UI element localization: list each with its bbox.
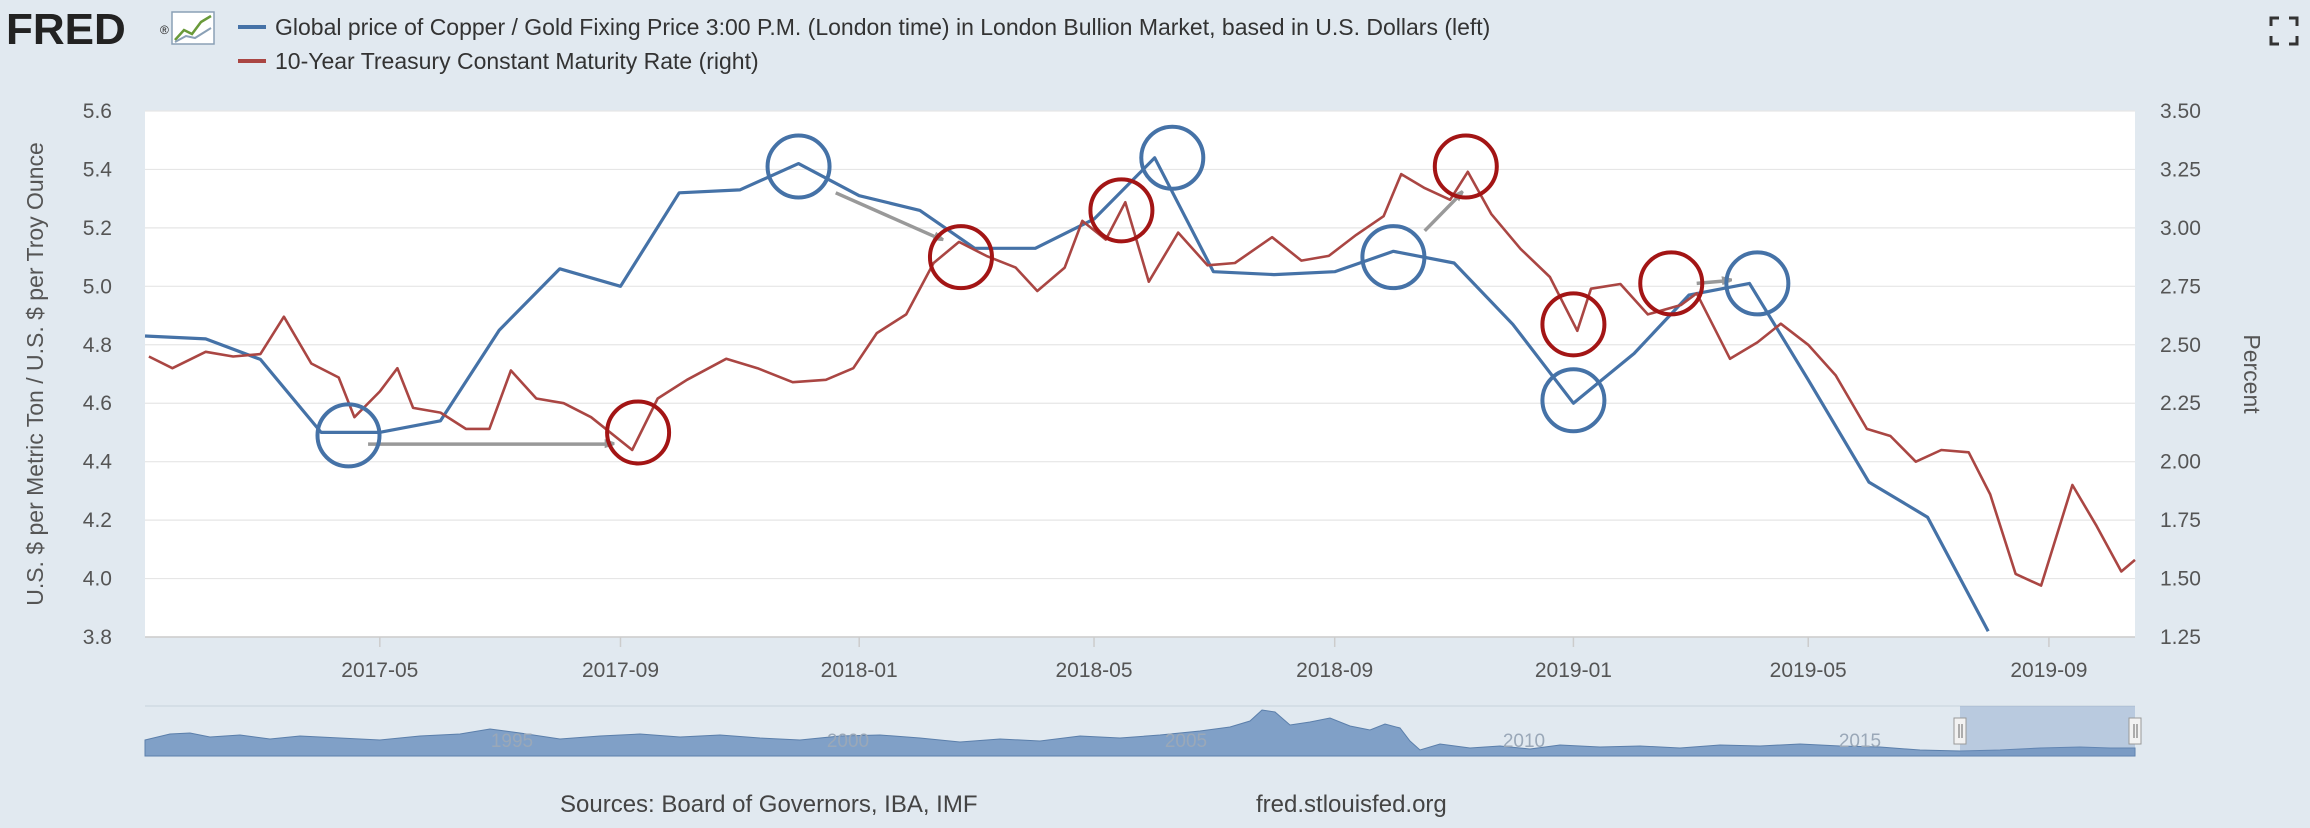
x-tick-label: 2017-09 xyxy=(582,659,659,682)
x-tick-label: 2018-05 xyxy=(1055,659,1132,682)
annotation-circle-red xyxy=(605,399,672,466)
annotation-circle-blue xyxy=(1540,367,1607,434)
series-layer xyxy=(144,156,2136,632)
x-ticks: 2017-05 2017-09 2018-01 2018-05 2018-09 2019-… xyxy=(145,636,2135,682)
expand-icon[interactable] xyxy=(2269,16,2299,46)
logo-text: FRED xyxy=(6,5,126,54)
navigator-year-label: 2000 xyxy=(827,731,869,752)
y-right-tick-label: 3.50 xyxy=(2160,100,2201,123)
annotation-circle-red xyxy=(927,224,994,291)
annotation-circle-red xyxy=(1088,177,1155,244)
annotation-circle-blue xyxy=(315,402,382,469)
y-left-tick-label: 4.8 xyxy=(83,334,112,357)
legend-item-treasury[interactable]: 10-Year Treasury Constant Maturity Rate … xyxy=(238,48,759,74)
legend: Global price of Copper / Gold Fixing Pri… xyxy=(238,14,1490,74)
navigator-handle-left[interactable] xyxy=(1953,717,1967,745)
trend-icon xyxy=(171,11,215,45)
annotation-layer xyxy=(315,124,1791,469)
y-left-tick-label: 4.6 xyxy=(83,392,112,415)
x-tick-label: 2017-05 xyxy=(341,659,418,682)
y-left-tick-label: 5.6 xyxy=(83,100,112,123)
y-left-ticks: 3.8 4.0 4.2 4.4 4.6 4.8 5.0 5.2 5.4 5.6 xyxy=(83,100,113,649)
series-line-treasury[interactable] xyxy=(148,170,2136,587)
x-tick-label: 2019-09 xyxy=(2010,659,2087,682)
y-left-axis-title: U.S. $ per Metric Ton / U.S. $ per Troy … xyxy=(22,142,48,606)
x-tick-label: 2018-01 xyxy=(821,659,898,682)
annotation-circle-blue xyxy=(1724,250,1791,317)
footer-sources: Sources: Board of Governors, IBA, IMF xyxy=(560,791,978,818)
y-left-tick-label: 5.2 xyxy=(83,217,112,240)
annotation-circle-blue xyxy=(1139,124,1206,191)
y-left-tick-label: 4.2 xyxy=(83,509,112,532)
y-left-tick-label: 5.4 xyxy=(83,158,113,181)
legend-label-copper-gold: Global price of Copper / Gold Fixing Pri… xyxy=(275,14,1490,40)
annotation-circle-blue xyxy=(1360,224,1427,291)
y-left-tick-label: 5.0 xyxy=(83,275,112,298)
y-right-tick-label: 2.75 xyxy=(2160,275,2201,298)
annotation-circle-blue xyxy=(765,133,832,200)
grid-lines xyxy=(145,110,2135,638)
legend-item-copper-gold[interactable]: Global price of Copper / Gold Fixing Pri… xyxy=(238,14,1490,40)
legend-label-treasury: 10-Year Treasury Constant Maturity Rate … xyxy=(275,48,759,74)
y-right-tick-label: 1.25 xyxy=(2160,626,2201,649)
fred-logo[interactable]: FRED ® xyxy=(6,5,215,54)
navigator-selection[interactable] xyxy=(1960,706,2135,756)
x-tick-label: 2019-01 xyxy=(1535,659,1612,682)
y-right-tick-label: 2.00 xyxy=(2160,451,2201,474)
navigator-year-label: 2015 xyxy=(1839,731,1881,752)
footer-site-link[interactable]: fred.stlouisfed.org xyxy=(1256,791,1447,818)
plot-background xyxy=(145,111,2135,637)
y-right-ticks: 1.25 1.50 1.75 2.00 2.25 2.50 2.75 3.00 3.25 3.50 xyxy=(2160,100,2201,649)
annotation-circle-red xyxy=(1540,291,1607,358)
navigator-year-label: 2010 xyxy=(1503,731,1545,752)
y-right-tick-label: 3.25 xyxy=(2160,158,2201,181)
navigator-year-label: 1995 xyxy=(491,731,533,752)
navigator-series-area xyxy=(144,709,2136,757)
annotation-arrow xyxy=(835,191,942,240)
annotation-circle-red xyxy=(1432,133,1499,200)
y-right-tick-label: 1.50 xyxy=(2160,568,2201,591)
x-tick-label: 2018-09 xyxy=(1296,659,1373,682)
y-right-tick-label: 2.25 xyxy=(2160,392,2201,415)
y-right-axis-title: Percent xyxy=(2239,334,2265,414)
y-left-tick-label: 3.8 xyxy=(83,626,112,649)
y-right-tick-label: 2.50 xyxy=(2160,334,2201,357)
logo-mark: ® xyxy=(160,23,169,37)
navigator[interactable]: 1995 2000 2005 2010 2015 xyxy=(144,705,2142,757)
navigator-year-label: 2005 xyxy=(1165,731,1207,752)
y-left-tick-label: 4.4 xyxy=(83,451,113,474)
y-left-tick-label: 4.0 xyxy=(83,568,112,591)
navigator-labels: 1995 2000 2005 2010 2015 xyxy=(491,731,1881,752)
navigator-handle-right[interactable] xyxy=(2128,717,2142,745)
y-right-tick-label: 1.75 xyxy=(2160,509,2201,532)
annotation-arrow xyxy=(1423,193,1462,233)
y-right-tick-label: 3.00 xyxy=(2160,217,2201,240)
annotation-circle-red xyxy=(1638,250,1705,317)
x-tick-label: 2019-05 xyxy=(1770,659,1847,682)
